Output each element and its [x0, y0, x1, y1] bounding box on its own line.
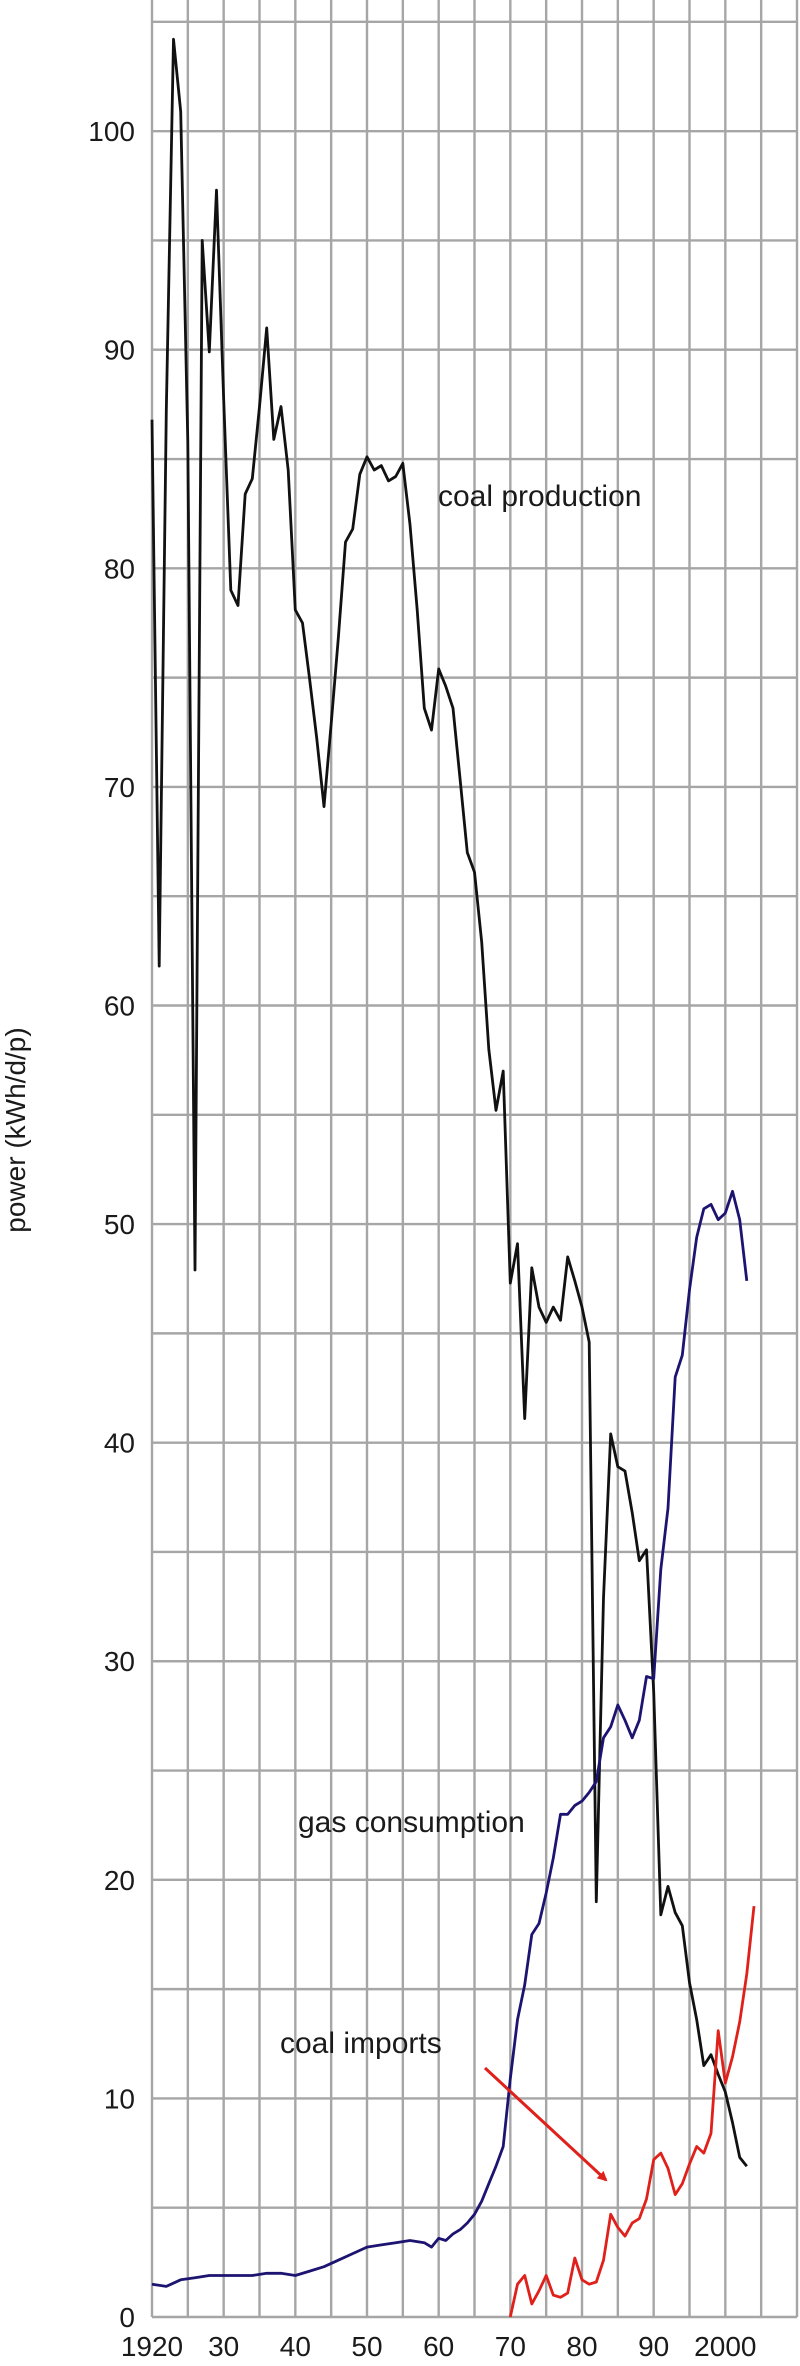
- annotation-arrow: [483, 2066, 608, 2182]
- y-tick-label: 100: [88, 116, 135, 147]
- x-tick-label: 50: [351, 2331, 382, 2362]
- y-tick-label: 10: [104, 2083, 135, 2114]
- grid: [150, 0, 799, 2319]
- series-line-coal-imports: [508, 1905, 756, 2318]
- y-tick-label: 70: [104, 772, 135, 803]
- y-tick-label: 90: [104, 335, 135, 366]
- annotations: coal production gas consumption coal impor…: [280, 480, 641, 2182]
- y-tick-label: 40: [104, 1428, 135, 1459]
- annotation-coal-production: coal production: [438, 480, 641, 513]
- x-tick-label: 40: [280, 2331, 311, 2362]
- x-tick-label: 30: [208, 2331, 239, 2362]
- series-line-gas-consumption: [151, 1189, 749, 2288]
- series-line-coal-production: [150, 37, 748, 2168]
- x-tick-label: 90: [638, 2331, 669, 2362]
- y-tick-label: 60: [104, 990, 135, 1021]
- x-tick-label: 80: [566, 2331, 597, 2362]
- x-tick-label: 70: [495, 2331, 526, 2362]
- series-layer: [150, 37, 756, 2318]
- tick-labels: 0 10 20 30 40 50 60 70 80 90 100 1920 30 40 50 60 70 80 90…: [88, 116, 756, 2362]
- annotation-gas-consumption: gas consumption: [298, 1806, 525, 1839]
- y-tick-label: 30: [104, 1646, 135, 1677]
- y-tick-label: 0: [119, 2302, 135, 2333]
- x-tick-label: 1920: [121, 2331, 183, 2362]
- y-tick-label: 50: [104, 1209, 135, 1240]
- x-tick-label: 60: [423, 2331, 454, 2362]
- y-tick-label: 80: [104, 553, 135, 584]
- annotation-coal-imports: coal imports: [280, 2027, 442, 2060]
- x-tick-label: 2000: [694, 2331, 756, 2362]
- y-tick-label: 20: [104, 1865, 135, 1896]
- y-axis-title: power (kWh/d/p): [0, 1027, 31, 1232]
